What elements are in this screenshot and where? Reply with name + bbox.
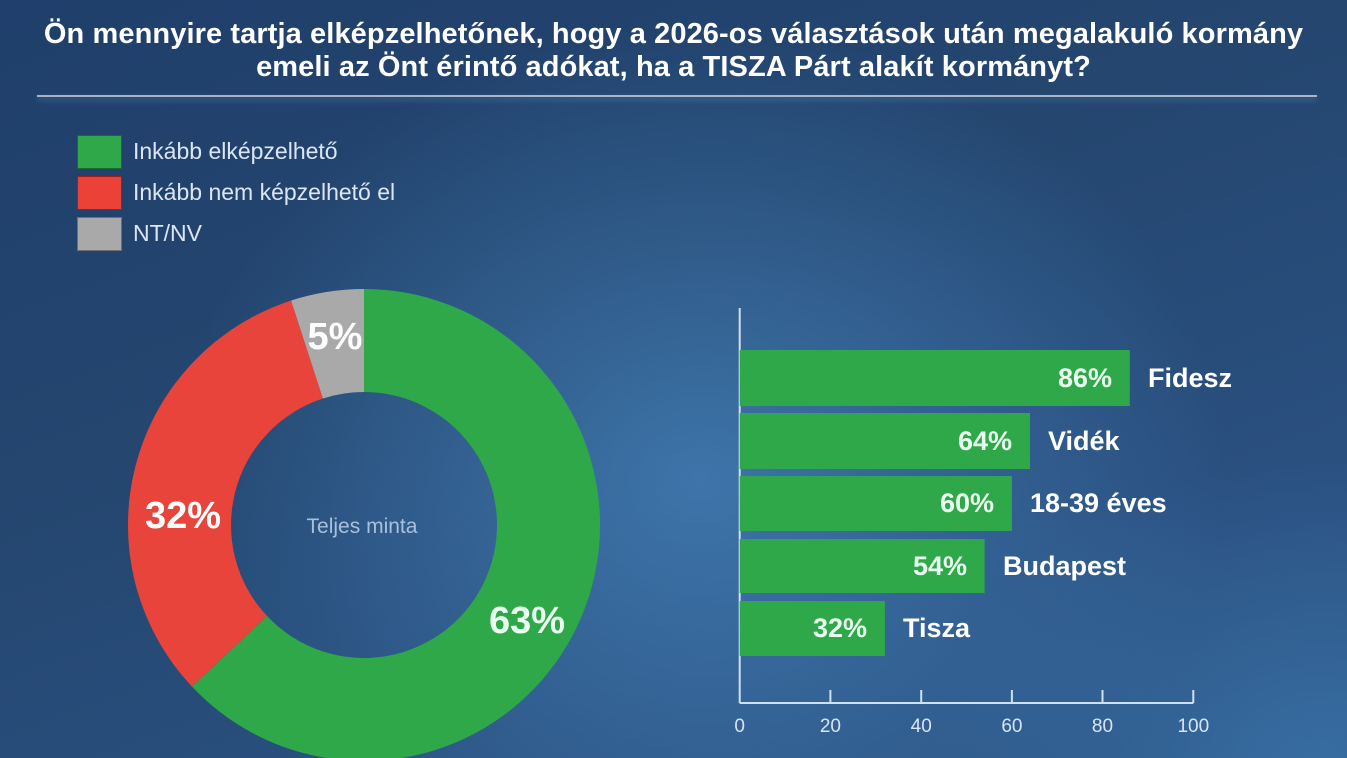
svg-text:Budapest: Budapest [1003, 551, 1126, 581]
svg-text:Tisza: Tisza [903, 613, 971, 643]
svg-text:64%: 64% [958, 426, 1012, 456]
svg-text:60: 60 [1001, 716, 1022, 737]
svg-text:Fidesz: Fidesz [1148, 363, 1232, 393]
svg-text:86%: 86% [1058, 363, 1112, 393]
svg-text:80: 80 [1092, 716, 1113, 737]
svg-text:100: 100 [1177, 716, 1209, 737]
svg-text:60%: 60% [940, 488, 994, 518]
svg-text:18-39 éves: 18-39 éves [1030, 488, 1167, 518]
svg-text:20: 20 [820, 716, 841, 737]
svg-text:0: 0 [734, 716, 745, 737]
svg-text:54%: 54% [913, 551, 967, 581]
svg-text:32%: 32% [813, 613, 867, 643]
svg-text:40: 40 [911, 716, 932, 737]
svg-text:Vidék: Vidék [1048, 426, 1121, 456]
